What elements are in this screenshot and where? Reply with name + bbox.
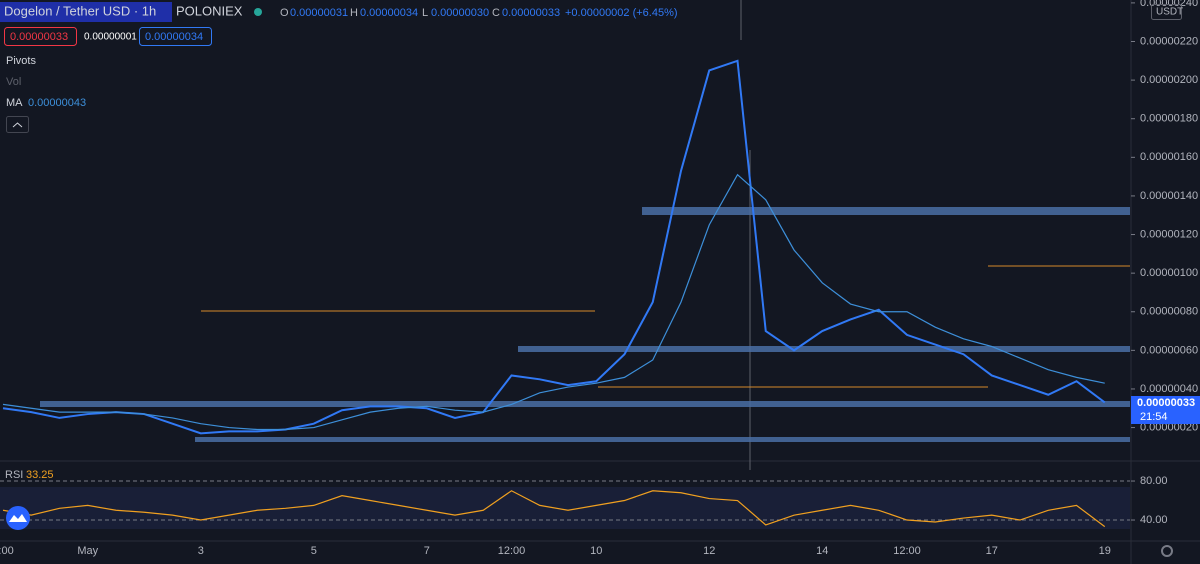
y-tick-label: 0.00000060 (1140, 344, 1198, 356)
x-tick-label: 2:00 (0, 545, 14, 557)
series-line (2, 59, 1106, 435)
y-tick-label: 0.00000100 (1140, 267, 1198, 279)
spread: 0.00000001 (84, 32, 137, 43)
vol-label: Vol (6, 76, 21, 88)
y-tick-label: 0.00000200 (1140, 74, 1198, 86)
y-tick-label: 0.00000040 (1140, 383, 1198, 395)
pivots-label: Pivots (6, 55, 36, 67)
symbol: Dogelon / Tether USD · 1h (4, 3, 156, 18)
pivot-box (40, 401, 1130, 407)
last-price: 0.00000033 (1137, 397, 1195, 409)
exchange: POLONIEX (176, 3, 243, 18)
x-tick-label: 14 (816, 545, 828, 557)
logo[interactable] (6, 506, 30, 530)
y-tick-label: 0.00000120 (1140, 228, 1198, 240)
currency-box (1151, 4, 1182, 20)
ohlc-value: 0.00000034 (360, 7, 418, 19)
y-tick-label: 40.00 (1140, 514, 1168, 526)
y-tick-label: 0.00000220 (1140, 35, 1198, 47)
ohlc-value: 0.00000033 (502, 7, 560, 19)
price-marker (1131, 396, 1200, 424)
ohlc-key: L (422, 7, 428, 19)
x-tick-label: 19 (1099, 545, 1111, 557)
ohlc-value: 0.00000031 (290, 7, 348, 19)
pivot-levels (40, 207, 1130, 442)
x-tick-label: 7 (424, 545, 430, 557)
rsi-value: 33.25 (26, 469, 54, 481)
collapse-icon (12, 122, 23, 128)
x-tick-label: 12:00 (498, 545, 526, 557)
x-tick-label: May (77, 545, 98, 557)
bid[interactable]: 0.00000033 (10, 31, 68, 43)
ohlc-key: H (350, 7, 358, 19)
x-tick-label: 12:00 (893, 545, 921, 557)
series-line (2, 173, 1105, 431)
rsi-label: RSI (5, 469, 23, 481)
settings-icon[interactable] (1161, 545, 1173, 557)
x-tick-label: 10 (590, 545, 602, 557)
pivot-box (642, 207, 1130, 215)
ohlc-value: 0.00000030 (431, 7, 489, 19)
bid-box[interactable] (4, 27, 77, 46)
y-tick-label: 0.00000020 (1140, 421, 1198, 433)
collapse-button[interactable] (6, 116, 29, 133)
pivot-lines (201, 265, 1130, 388)
ohlc-key: O (280, 7, 289, 19)
symbol-highlight (0, 2, 172, 22)
x-tick-label: 17 (986, 545, 998, 557)
ma-value: 0.00000043 (28, 97, 86, 109)
rsi-band (0, 487, 1130, 529)
ma-label: MA (6, 97, 23, 109)
y-tick-label: 0.00000180 (1140, 113, 1198, 125)
x-tick-label: 3 (198, 545, 204, 557)
ask-box[interactable] (139, 27, 212, 46)
y-tick-label: 0.00000140 (1140, 190, 1198, 202)
ohlc-key: C (492, 7, 500, 19)
series-line (2, 490, 1106, 528)
change: +0.00000002 (+6.45%) (565, 7, 678, 19)
y-tick-label: 80.00 (1140, 475, 1168, 487)
y-tick-label: 0.00000160 (1140, 151, 1198, 163)
ask[interactable]: 0.00000034 (145, 31, 203, 43)
y-tick-label: 0.00000080 (1140, 306, 1198, 318)
logo-mark (9, 514, 27, 522)
x-tick-label: 5 (311, 545, 317, 557)
x-tick-label: 12 (703, 545, 715, 557)
pivot-box (518, 346, 1130, 352)
countdown: 21:54 (1140, 411, 1168, 423)
currency: USDT (1156, 7, 1183, 18)
pivot-box (195, 437, 1130, 442)
status-dot (254, 8, 262, 16)
